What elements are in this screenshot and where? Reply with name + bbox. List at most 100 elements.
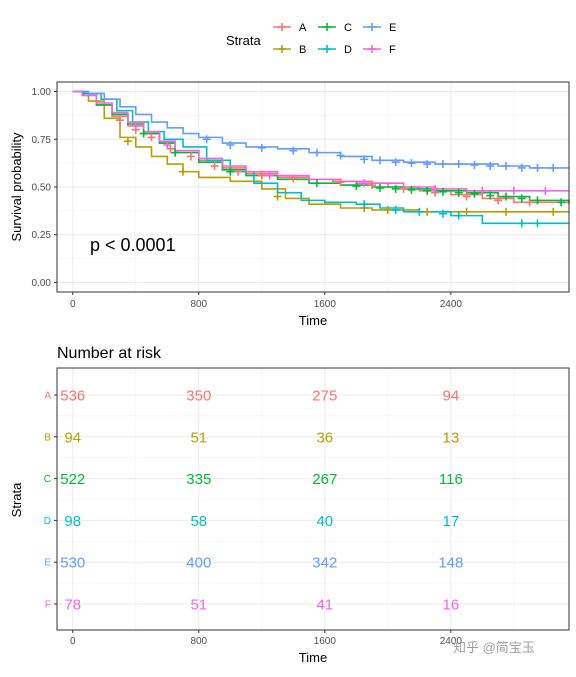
censor-mark-F xyxy=(431,184,440,193)
x-tick-labels: 0 800 1600 2400 xyxy=(70,292,462,310)
censor-mark-A xyxy=(368,181,377,190)
risk-x-tick-label: 2400 xyxy=(440,636,463,647)
x-tick-label: 800 xyxy=(190,299,207,310)
risk-y-axis-title: Strata xyxy=(9,482,24,517)
risk-cell-B: 51 xyxy=(190,429,207,446)
risk-border xyxy=(56,367,570,631)
x-tick-label: 0 xyxy=(70,299,76,310)
censor-mark-E xyxy=(501,162,510,170)
risk-row-label: B xyxy=(44,432,51,443)
y-tick-label: 0.50 xyxy=(32,183,52,194)
censor-mark-B xyxy=(549,207,558,216)
censor-marks xyxy=(116,116,566,228)
censor-mark-E xyxy=(391,158,400,167)
risk-cell-F: 51 xyxy=(190,597,207,614)
risk-x-tick-label: 800 xyxy=(190,636,207,647)
risk-x-tick-label: 1600 xyxy=(314,636,337,647)
censor-mark-E xyxy=(289,146,298,155)
risk-cell-F: 78 xyxy=(64,597,81,614)
risk-cell-D: 40 xyxy=(316,513,333,530)
censor-mark-A xyxy=(147,133,156,142)
censor-mark-C xyxy=(486,191,495,200)
censor-mark-D xyxy=(533,219,542,228)
risk-cell-C: 522 xyxy=(60,471,85,488)
risk-row-label: D xyxy=(44,516,51,527)
censor-mark-C xyxy=(501,192,510,201)
censor-mark-C xyxy=(312,179,321,188)
legend-item-C: C xyxy=(318,22,352,34)
survival-grid xyxy=(57,82,569,292)
censor-mark-E xyxy=(470,161,479,170)
censor-mark-F xyxy=(541,186,550,195)
censor-mark-E xyxy=(226,141,235,149)
censor-mark-A xyxy=(210,162,219,170)
y-axis-title: Survival probability xyxy=(9,132,24,242)
censor-mark-C xyxy=(517,194,526,203)
censor-mark-D xyxy=(517,219,526,228)
risk-table-title: Number at risk xyxy=(57,345,162,362)
risk-row-label: E xyxy=(44,558,51,569)
censor-mark-F xyxy=(478,186,487,195)
censor-mark-D xyxy=(454,211,463,220)
censor-mark-A xyxy=(462,192,471,201)
censor-mark-C xyxy=(470,189,479,198)
survival-curves xyxy=(72,90,570,225)
censor-mark-C xyxy=(171,148,180,157)
risk-row-label: A xyxy=(44,391,51,402)
censor-mark-B xyxy=(123,137,132,146)
risk-cell-D: 58 xyxy=(190,513,207,530)
censor-mark-D xyxy=(438,209,447,218)
legend-label: F xyxy=(389,44,396,56)
x-axis-title: Time xyxy=(299,313,327,328)
legend-label: D xyxy=(344,44,352,56)
risk-cells: 536 350 275 94 94 51 36 13 522 335 267 116 98 58 40 17 5… xyxy=(60,388,463,614)
risk-cell-E: 148 xyxy=(438,555,463,572)
censor-mark-A xyxy=(116,116,125,125)
y-tick-label: 0.75 xyxy=(32,135,52,146)
censor-mark-C xyxy=(557,198,566,207)
risk-cell-C: 116 xyxy=(439,471,463,488)
censor-mark-F xyxy=(163,141,172,149)
legend-item-E: E xyxy=(363,22,396,34)
censor-mark-E xyxy=(438,160,447,169)
legend-label: B xyxy=(299,44,306,56)
censor-mark-F xyxy=(509,186,518,195)
censor-mark-F xyxy=(360,179,369,188)
censor-mark-B xyxy=(273,192,282,201)
censor-mark-E xyxy=(549,163,558,172)
censor-mark-A xyxy=(289,174,298,183)
censor-mark-E xyxy=(336,151,345,160)
risk-x-tick-label: 0 xyxy=(70,636,76,647)
risk-cell-B: 36 xyxy=(316,429,333,446)
censor-mark-C xyxy=(139,129,148,138)
censor-mark-E xyxy=(407,159,416,168)
censor-mark-E xyxy=(375,156,384,165)
censor-mark-C xyxy=(438,187,447,196)
legend-item-B: B xyxy=(273,44,306,56)
censor-mark-A xyxy=(257,171,266,180)
risk-cell-A: 94 xyxy=(443,388,460,405)
risk-table: Number at risk 536 350 275 94 94 51 36 13 522 335… xyxy=(9,345,570,665)
censor-mark-A xyxy=(186,152,195,161)
risk-cell-E: 400 xyxy=(186,555,211,572)
survival-plot: 0.00 0.25 0.50 0.75 1.00 0 800 1600 2400 p < 0.… xyxy=(9,81,570,328)
risk-x-axis-title: Time xyxy=(299,650,327,665)
censor-mark-B xyxy=(423,207,432,216)
censor-mark-F xyxy=(265,171,274,180)
censor-mark-B xyxy=(501,207,510,216)
legend-item-F: F xyxy=(363,44,396,56)
risk-panel xyxy=(57,368,569,630)
censor-mark-A xyxy=(525,198,534,207)
censor-mark-B xyxy=(179,167,188,176)
censor-mark-E xyxy=(517,163,526,172)
censor-mark-E xyxy=(423,160,432,169)
censor-mark-B xyxy=(383,205,392,214)
censor-mark-C xyxy=(375,183,384,192)
survival-curve-B xyxy=(72,90,569,213)
legend-item-D: D xyxy=(318,44,352,56)
y-tick-labels: 0.00 0.25 0.50 0.75 1.00 xyxy=(32,87,57,289)
y-tick-label: 0.00 xyxy=(32,278,52,289)
censor-mark-C xyxy=(226,167,235,176)
